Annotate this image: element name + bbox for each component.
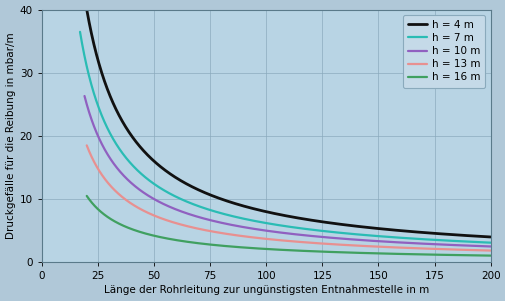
- h = 10 m: [475, 244, 481, 248]
- h = 16 m: [401, 252, 407, 256]
- h = 13 m: [269, 238, 275, 241]
- h = 7 m: [265, 222, 271, 225]
- h = 13 m: [83, 144, 89, 147]
- h = 10 m: [102, 149, 108, 152]
- h = 7 m: [475, 240, 481, 244]
- h = 10 m: [400, 241, 407, 244]
- h = 7 m: [276, 223, 282, 227]
- Line: h = 4 m: h = 4 m: [87, 10, 490, 237]
- h = 10 m: [278, 231, 284, 234]
- Y-axis label: Druckgefälle für die Reibung in mbar/m: Druckgefälle für die Reibung in mbar/m: [6, 33, 16, 239]
- h = 13 m: [104, 180, 110, 184]
- Line: h = 7 m: h = 7 m: [80, 32, 490, 243]
- h = 4 m: [84, 8, 90, 11]
- Legend: h = 4 m, h = 7 m, h = 10 m, h = 13 m, h = 16 m: h = 4 m, h = 7 m, h = 10 m, h = 13 m, h …: [402, 15, 484, 88]
- h = 10 m: [268, 230, 274, 233]
- h = 4 m: [382, 228, 388, 231]
- h = 13 m: [487, 249, 493, 252]
- Line: h = 13 m: h = 13 m: [86, 145, 490, 250]
- h = 4 m: [114, 110, 120, 113]
- h = 4 m: [379, 227, 385, 231]
- h = 10 m: [81, 94, 87, 98]
- h = 7 m: [77, 30, 83, 34]
- h = 4 m: [487, 235, 493, 239]
- X-axis label: Länge der Rohrleitung zur ungünstigsten Entnahmestelle in m: Länge der Rohrleitung zur ungünstigsten …: [104, 285, 428, 296]
- h = 16 m: [269, 247, 275, 251]
- h = 16 m: [475, 254, 481, 257]
- h = 10 m: [487, 245, 493, 248]
- h = 7 m: [98, 112, 104, 115]
- h = 7 m: [487, 241, 493, 244]
- h = 16 m: [83, 194, 89, 198]
- Line: h = 10 m: h = 10 m: [84, 96, 490, 247]
- h = 7 m: [399, 236, 406, 240]
- h = 10 m: [475, 244, 481, 248]
- h = 4 m: [147, 156, 153, 159]
- h = 16 m: [104, 215, 110, 219]
- h = 16 m: [280, 248, 286, 252]
- h = 13 m: [475, 248, 481, 252]
- h = 13 m: [401, 246, 407, 250]
- h = 4 m: [120, 121, 126, 125]
- h = 13 m: [280, 239, 286, 242]
- h = 16 m: [475, 254, 481, 257]
- h = 13 m: [475, 248, 481, 252]
- Line: h = 16 m: h = 16 m: [86, 196, 490, 256]
- h = 4 m: [153, 161, 159, 165]
- h = 7 m: [475, 240, 481, 244]
- h = 16 m: [487, 254, 493, 257]
